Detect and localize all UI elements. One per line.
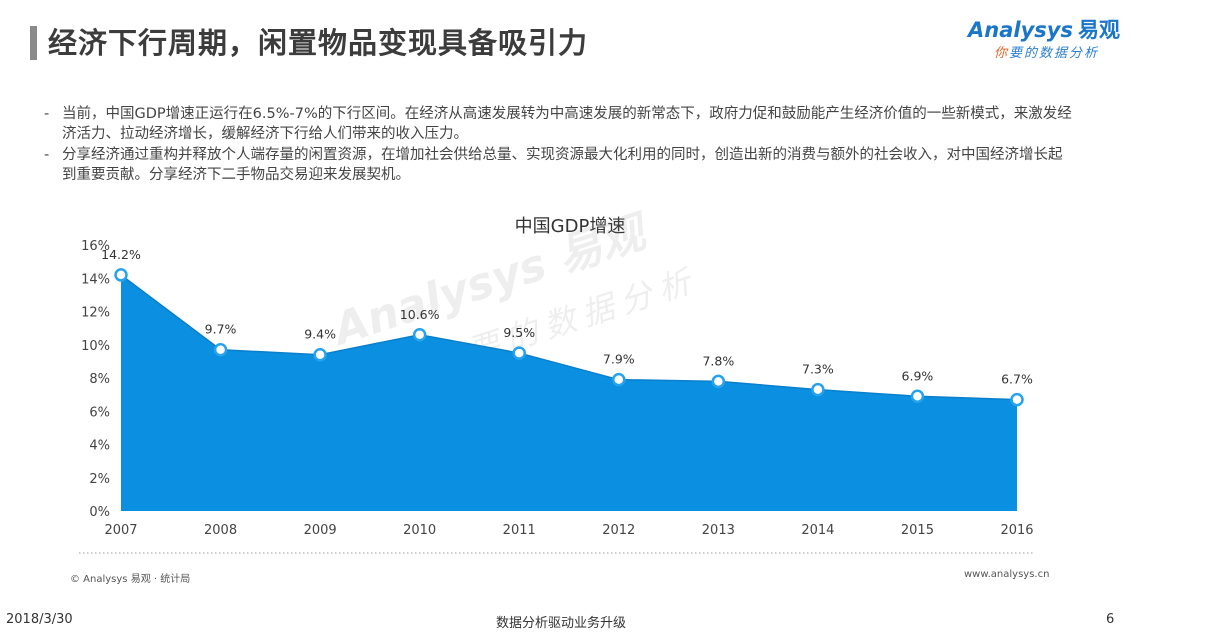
series-gdp-growth <box>120 274 1018 511</box>
y-tick-label: 6% <box>89 405 110 420</box>
data-label: 10.6% <box>400 307 440 322</box>
y-tick-label: 16% <box>81 239 110 254</box>
data-label: 7.8% <box>702 353 734 368</box>
x-axis-ticks: 2007 2008 2009 2010 2011 2012 2013 2014 2015 2016 <box>104 523 1033 538</box>
y-tick-label: 10% <box>81 339 110 354</box>
logo-tagline: 你要的数据分析 <box>994 42 1099 61</box>
data-label: 7.3% <box>802 362 834 377</box>
y-axis-ticks: 0% 2% 4% 6% 8% 10% 12% 14% 16% <box>81 239 110 520</box>
chart-title: 中国GDP增速 <box>515 216 626 237</box>
analysys-logo: Analysys 易观 你要的数据分析 <box>968 14 1128 64</box>
y-tick-label: 4% <box>89 439 110 454</box>
x-tick-label: 2014 <box>801 523 834 538</box>
data-label: 6.9% <box>902 368 934 383</box>
data-point <box>213 342 228 357</box>
data-label: 9.5% <box>503 325 535 340</box>
data-point <box>711 374 726 389</box>
website-url: www.analysys.cn <box>964 569 1050 580</box>
bullet-dash: - <box>44 106 50 122</box>
data-point <box>313 347 327 362</box>
title-accent-bar <box>30 26 37 60</box>
footer-date: 2018/3/30 <box>6 612 73 627</box>
x-tick-label: 2009 <box>304 523 337 538</box>
data-point <box>612 372 626 387</box>
data-markers <box>114 268 1024 407</box>
area-fill <box>121 274 1017 511</box>
data-label: 14.2% <box>101 247 141 262</box>
data-label: 6.7% <box>1001 372 1033 387</box>
y-tick-label: 14% <box>81 272 110 287</box>
footer-slogan: 数据分析驱动业务升级 <box>496 616 627 631</box>
data-point <box>811 382 825 397</box>
bullet-list: - 当前，中国GDP增速正运行在6.5%-7%的下行区间。在经济从高速发展转为中… <box>44 104 1074 186</box>
x-tick-label: 2015 <box>901 523 934 538</box>
logo-tagline-first: 你 <box>994 46 1010 61</box>
x-tick-label: 2012 <box>602 523 635 538</box>
x-tick-label: 2011 <box>503 523 536 538</box>
page-number: 6 <box>1106 612 1115 627</box>
y-tick-label: 12% <box>81 306 110 321</box>
logo-cn-text: 易观 <box>1077 18 1120 42</box>
data-point <box>910 389 925 404</box>
y-tick-label: 2% <box>89 472 110 487</box>
x-tick-label: 2010 <box>403 523 436 538</box>
y-tick-label: 0% <box>89 505 110 520</box>
data-point <box>1010 392 1024 407</box>
source-note: © Analysys 易观 · 统计局 <box>70 574 191 585</box>
data-label: 9.4% <box>304 327 336 342</box>
data-point <box>114 268 128 282</box>
bullet-item: - 当前，中国GDP增速正运行在6.5%-7%的下行区间。在经济从高速发展转为中… <box>44 104 1074 144</box>
bullet-text: 分享经济通过重构并释放个人端存量的闲置资源，在增加社会供给总量、实现资源最大化利… <box>62 147 1063 183</box>
logo-main-text: Analysys <box>968 18 1073 42</box>
data-point <box>412 328 427 342</box>
gdp-growth-chart: 中国GDP增速 Analysys 易观 你要的数据分析 0%2%4%6%8%10… <box>79 205 1034 554</box>
area-line <box>120 274 1018 401</box>
page-title: 经济下行周期，闲置物品变现具备吸引力 <box>48 26 589 60</box>
logo-wordmark: Analysys 易观 <box>968 14 1120 44</box>
data-labels: 14.2% 9.7% 9.4% 10.6% 9.5% 7.9% 7.8% 7.3% 6.9% 6.… <box>101 247 1033 387</box>
x-tick-label: 2007 <box>104 523 137 538</box>
data-label: 7.9% <box>603 352 635 367</box>
bullet-dash: - <box>44 147 50 163</box>
logo-tagline-rest: 要的数据分析 <box>1009 46 1100 61</box>
bullet-text: 当前，中国GDP增速正运行在6.5%-7%的下行区间。在经济从高速发展转为中高速… <box>62 106 1072 142</box>
bullet-item: - 分享经济通过重构并释放个人端存量的闲置资源，在增加社会供给总量、实现资源最大… <box>44 145 1074 185</box>
x-tick-label: 2016 <box>1000 523 1033 538</box>
y-tick-label: 8% <box>89 372 110 387</box>
x-tick-label: 2008 <box>204 523 237 538</box>
data-label: 9.7% <box>205 322 237 337</box>
data-point <box>512 346 526 360</box>
x-tick-label: 2013 <box>702 523 735 538</box>
